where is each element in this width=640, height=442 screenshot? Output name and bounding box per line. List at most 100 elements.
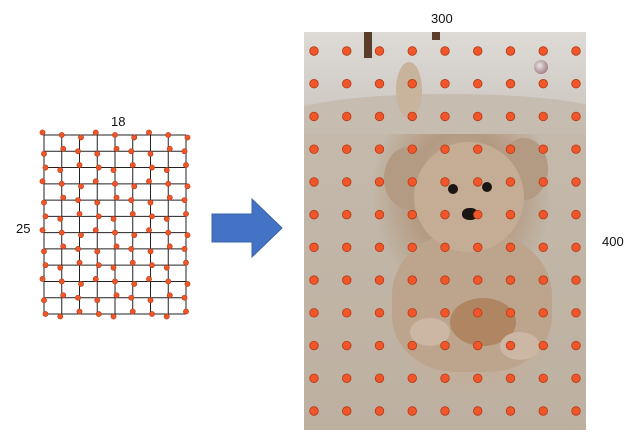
grid-point — [92, 129, 99, 136]
grid-point — [58, 229, 65, 236]
grid-point — [146, 276, 152, 282]
image-point — [505, 46, 516, 56]
grid-point — [183, 259, 189, 266]
grid-point — [75, 246, 81, 252]
image-point — [505, 406, 516, 416]
grid-point — [78, 183, 84, 190]
grid-point — [131, 281, 138, 287]
image-point — [505, 275, 516, 285]
image-point — [505, 242, 516, 253]
grid-point — [128, 294, 135, 301]
image-point — [538, 144, 548, 154]
image-point — [571, 373, 581, 383]
grid-point — [92, 178, 99, 185]
grid-point — [147, 199, 154, 206]
image-point — [538, 373, 548, 383]
image-point — [342, 340, 352, 351]
grid-point — [113, 194, 120, 201]
grid-point — [113, 292, 120, 299]
grid-point — [181, 197, 188, 203]
image-height-label: 400 — [602, 234, 624, 249]
image-point — [538, 242, 548, 253]
image-point — [374, 111, 385, 122]
image-point — [374, 144, 385, 154]
grid-point — [129, 259, 136, 266]
image-point — [309, 308, 319, 318]
grid-point — [92, 227, 99, 234]
image-point — [309, 373, 319, 383]
grid-point — [60, 292, 67, 299]
image-point — [473, 111, 483, 122]
image-point — [538, 308, 548, 318]
grid-point — [94, 150, 101, 157]
grid-point — [129, 210, 136, 217]
image-point — [374, 209, 385, 220]
grid-point — [42, 262, 49, 269]
grid-point — [39, 178, 46, 185]
grid-point — [110, 313, 117, 320]
image-point — [309, 275, 319, 285]
image-point — [440, 46, 450, 56]
grid-point — [147, 248, 154, 255]
grid-point — [95, 164, 102, 171]
image-point — [407, 340, 417, 351]
image-point — [342, 111, 352, 122]
image-point — [473, 275, 483, 285]
grid-point — [149, 311, 155, 317]
grid-point — [183, 308, 189, 315]
image-point — [342, 275, 352, 285]
grid-point — [163, 264, 170, 271]
grid-point — [165, 229, 172, 236]
grid-point — [75, 148, 81, 155]
grid-point — [184, 183, 191, 190]
image-point — [374, 79, 385, 89]
grid-point — [78, 134, 84, 141]
image-point — [571, 46, 581, 56]
image-point — [505, 111, 516, 122]
grid-point — [184, 281, 191, 287]
image-point — [571, 209, 581, 220]
image-point — [407, 209, 417, 220]
grid-point — [131, 134, 138, 141]
image-point — [440, 177, 450, 187]
image-point — [374, 340, 385, 351]
grid-point — [39, 276, 46, 282]
grid-point — [39, 129, 46, 136]
grid-point — [149, 213, 155, 220]
grid-point — [95, 311, 102, 317]
image-point — [309, 242, 319, 253]
grid-point — [165, 180, 172, 187]
image-point — [440, 340, 450, 351]
image-point — [473, 373, 483, 383]
image-point — [571, 144, 581, 154]
grid-point — [75, 197, 81, 203]
grid-point — [128, 246, 135, 252]
grid-point — [112, 278, 118, 285]
image-point — [374, 308, 385, 318]
grid-point — [163, 215, 170, 222]
grid-height-label: 25 — [16, 221, 31, 236]
grid-point — [57, 215, 64, 222]
grid-point — [95, 262, 102, 269]
grid-point — [110, 215, 117, 222]
image-point — [473, 144, 483, 154]
grid-point — [146, 129, 152, 136]
grid-point — [166, 292, 173, 299]
grid-point — [42, 213, 49, 220]
grid-point — [149, 164, 155, 171]
image-point — [571, 406, 581, 416]
grid-point — [166, 145, 173, 152]
grid-point — [113, 145, 120, 152]
image-point — [342, 46, 352, 56]
grid-point — [78, 281, 84, 287]
image-point — [407, 111, 417, 122]
image-point — [342, 242, 352, 253]
image-point — [374, 406, 385, 416]
image-point — [309, 209, 319, 220]
image-point — [407, 406, 417, 416]
grid-point — [57, 313, 64, 320]
image-point — [440, 373, 450, 383]
grid-point — [146, 178, 152, 185]
grid-point — [129, 162, 136, 168]
image-point — [440, 406, 450, 416]
